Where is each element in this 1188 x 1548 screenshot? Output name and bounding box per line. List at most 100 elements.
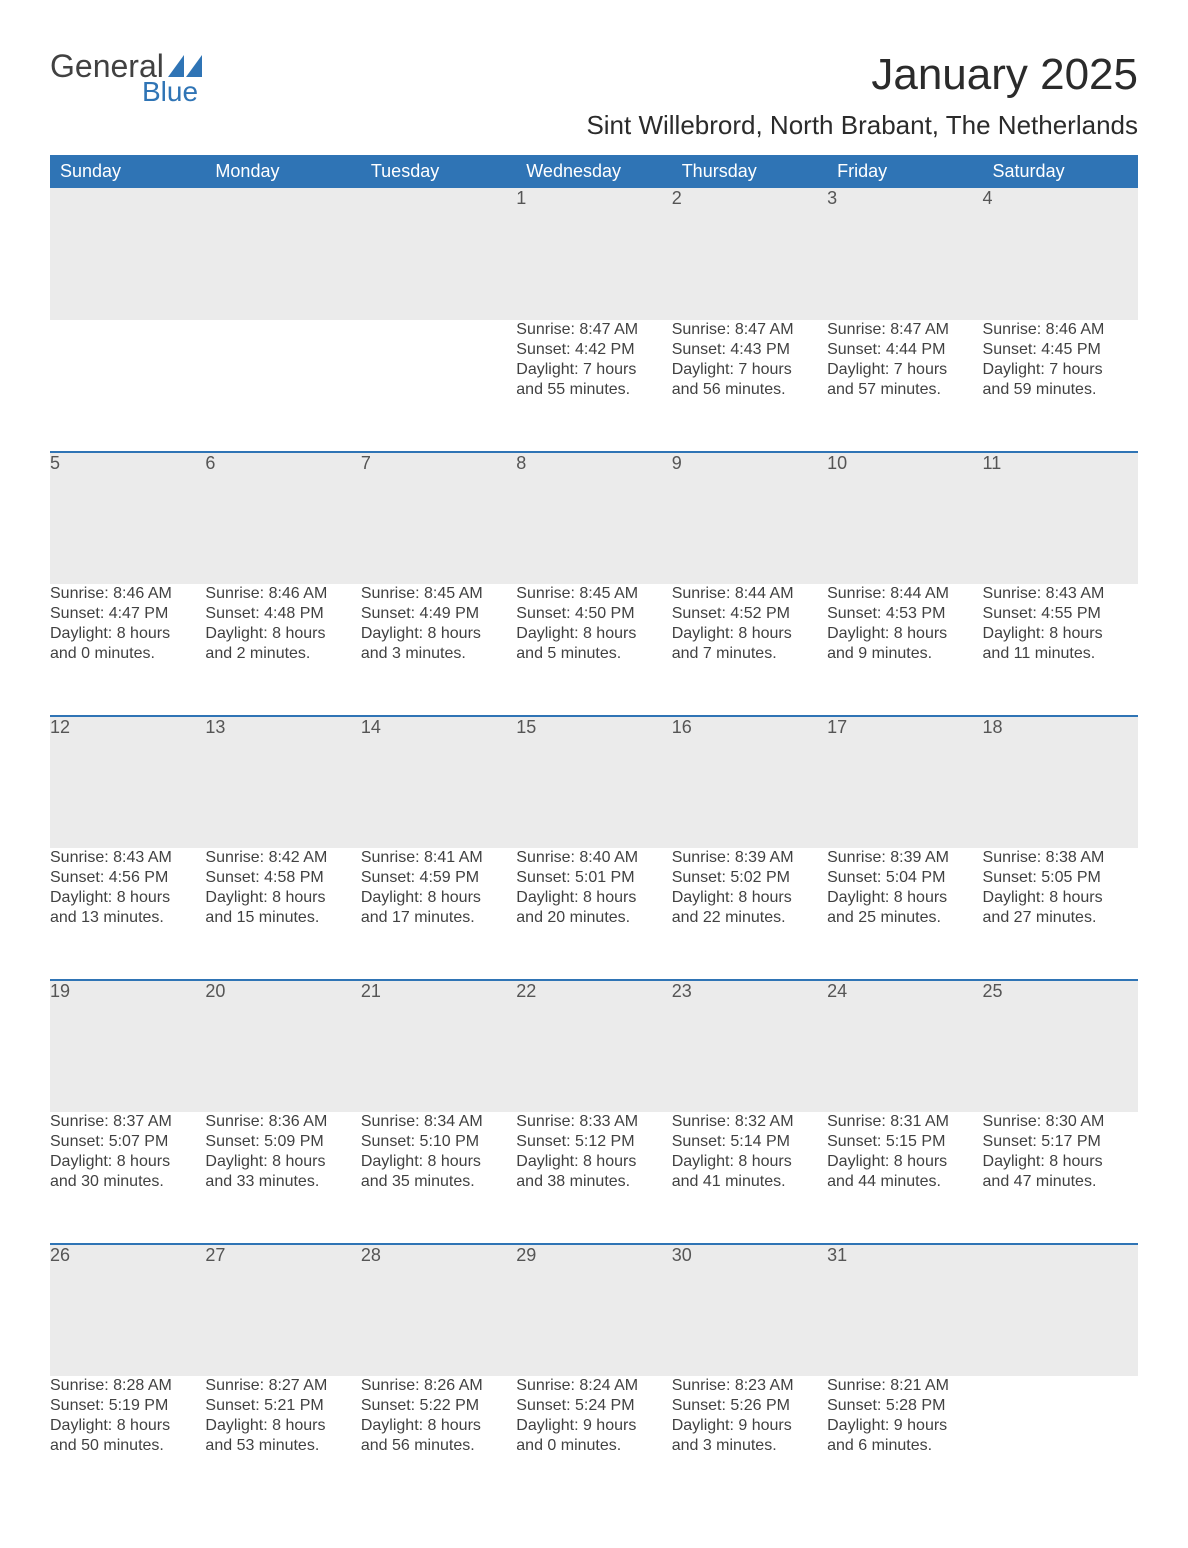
d2-text: and 0 minutes. xyxy=(516,1436,671,1456)
d1-text: Daylight: 8 hours xyxy=(50,624,205,644)
d1-text: Daylight: 8 hours xyxy=(361,888,516,908)
day-content-cell: Sunrise: 8:34 AMSunset: 5:10 PMDaylight:… xyxy=(361,1112,516,1244)
day-content-cell: Sunrise: 8:39 AMSunset: 5:04 PMDaylight:… xyxy=(827,848,982,980)
sunrise-text: Sunrise: 8:46 AM xyxy=(983,320,1138,340)
sunset-text: Sunset: 5:19 PM xyxy=(50,1396,205,1416)
d1-text: Daylight: 8 hours xyxy=(672,624,827,644)
d2-text: and 56 minutes. xyxy=(361,1436,516,1456)
d2-text: and 3 minutes. xyxy=(672,1436,827,1456)
day-number-cell: 1 xyxy=(516,188,671,320)
day-content-cell: Sunrise: 8:45 AMSunset: 4:50 PMDaylight:… xyxy=(516,584,671,716)
day-number-cell: 12 xyxy=(50,716,205,848)
sunset-text: Sunset: 4:49 PM xyxy=(361,604,516,624)
d1-text: Daylight: 9 hours xyxy=(827,1416,982,1436)
day-header: Wednesday xyxy=(516,155,671,188)
day-content-cell: Sunrise: 8:39 AMSunset: 5:02 PMDaylight:… xyxy=(672,848,827,980)
week-content-row: Sunrise: 8:47 AMSunset: 4:42 PMDaylight:… xyxy=(50,320,1138,452)
week-content-row: Sunrise: 8:43 AMSunset: 4:56 PMDaylight:… xyxy=(50,848,1138,980)
sunrise-text: Sunrise: 8:24 AM xyxy=(516,1376,671,1396)
day-header: Saturday xyxy=(983,155,1138,188)
d2-text: and 38 minutes. xyxy=(516,1172,671,1192)
day-number-cell: 18 xyxy=(983,716,1138,848)
sunrise-text: Sunrise: 8:28 AM xyxy=(50,1376,205,1396)
day-number-cell: 3 xyxy=(827,188,982,320)
day-content-cell: Sunrise: 8:47 AMSunset: 4:44 PMDaylight:… xyxy=(827,320,982,452)
sunset-text: Sunset: 4:48 PM xyxy=(205,604,360,624)
day-number-cell: 7 xyxy=(361,452,516,584)
sunset-text: Sunset: 4:44 PM xyxy=(827,340,982,360)
day-number-cell: 16 xyxy=(672,716,827,848)
day-content-cell xyxy=(50,320,205,452)
sunset-text: Sunset: 4:52 PM xyxy=(672,604,827,624)
sunset-text: Sunset: 4:56 PM xyxy=(50,868,205,888)
sunrise-text: Sunrise: 8:31 AM xyxy=(827,1112,982,1132)
day-number-cell: 26 xyxy=(50,1244,205,1376)
sunset-text: Sunset: 5:05 PM xyxy=(983,868,1138,888)
day-number-cell: 20 xyxy=(205,980,360,1112)
calendar-table: Sunday Monday Tuesday Wednesday Thursday… xyxy=(50,155,1138,1508)
sunset-text: Sunset: 4:53 PM xyxy=(827,604,982,624)
day-content-cell: Sunrise: 8:26 AMSunset: 5:22 PMDaylight:… xyxy=(361,1376,516,1508)
sunrise-text: Sunrise: 8:47 AM xyxy=(672,320,827,340)
sunset-text: Sunset: 5:04 PM xyxy=(827,868,982,888)
d1-text: Daylight: 8 hours xyxy=(672,1152,827,1172)
sunrise-text: Sunrise: 8:44 AM xyxy=(672,584,827,604)
sunrise-text: Sunrise: 8:32 AM xyxy=(672,1112,827,1132)
sunset-text: Sunset: 5:21 PM xyxy=(205,1396,360,1416)
day-content-cell: Sunrise: 8:27 AMSunset: 5:21 PMDaylight:… xyxy=(205,1376,360,1508)
day-number-cell: 25 xyxy=(983,980,1138,1112)
sunrise-text: Sunrise: 8:36 AM xyxy=(205,1112,360,1132)
d2-text: and 20 minutes. xyxy=(516,908,671,928)
day-number-cell: 17 xyxy=(827,716,982,848)
week-daynum-row: 12131415161718 xyxy=(50,716,1138,848)
day-number-cell xyxy=(205,188,360,320)
d1-text: Daylight: 8 hours xyxy=(50,1416,205,1436)
week-content-row: Sunrise: 8:37 AMSunset: 5:07 PMDaylight:… xyxy=(50,1112,1138,1244)
d2-text: and 6 minutes. xyxy=(827,1436,982,1456)
brand-word-2: Blue xyxy=(142,78,202,106)
sunrise-text: Sunrise: 8:33 AM xyxy=(516,1112,671,1132)
day-number-cell: 19 xyxy=(50,980,205,1112)
sunset-text: Sunset: 5:14 PM xyxy=(672,1132,827,1152)
d2-text: and 9 minutes. xyxy=(827,644,982,664)
day-content-cell: Sunrise: 8:37 AMSunset: 5:07 PMDaylight:… xyxy=(50,1112,205,1244)
location-subtitle: Sint Willebrord, North Brabant, The Neth… xyxy=(50,110,1138,141)
d1-text: Daylight: 8 hours xyxy=(983,888,1138,908)
day-header: Monday xyxy=(205,155,360,188)
d2-text: and 56 minutes. xyxy=(672,380,827,400)
day-number-cell: 29 xyxy=(516,1244,671,1376)
d1-text: Daylight: 8 hours xyxy=(50,1152,205,1172)
d1-text: Daylight: 8 hours xyxy=(361,1152,516,1172)
d1-text: Daylight: 8 hours xyxy=(205,1152,360,1172)
d1-text: Daylight: 8 hours xyxy=(205,888,360,908)
d2-text: and 0 minutes. xyxy=(50,644,205,664)
day-content-cell: Sunrise: 8:46 AMSunset: 4:47 PMDaylight:… xyxy=(50,584,205,716)
day-number-cell xyxy=(983,1244,1138,1376)
day-content-cell: Sunrise: 8:33 AMSunset: 5:12 PMDaylight:… xyxy=(516,1112,671,1244)
d1-text: Daylight: 8 hours xyxy=(361,1416,516,1436)
d2-text: and 41 minutes. xyxy=(672,1172,827,1192)
day-content-cell: Sunrise: 8:30 AMSunset: 5:17 PMDaylight:… xyxy=(983,1112,1138,1244)
d2-text: and 17 minutes. xyxy=(361,908,516,928)
day-header: Friday xyxy=(827,155,982,188)
d1-text: Daylight: 8 hours xyxy=(361,624,516,644)
d2-text: and 30 minutes. xyxy=(50,1172,205,1192)
day-content-cell: Sunrise: 8:38 AMSunset: 5:05 PMDaylight:… xyxy=(983,848,1138,980)
d1-text: Daylight: 8 hours xyxy=(983,624,1138,644)
sunset-text: Sunset: 4:43 PM xyxy=(672,340,827,360)
sunset-text: Sunset: 4:45 PM xyxy=(983,340,1138,360)
day-number-cell: 21 xyxy=(361,980,516,1112)
day-number-cell: 22 xyxy=(516,980,671,1112)
sunrise-text: Sunrise: 8:41 AM xyxy=(361,848,516,868)
sunset-text: Sunset: 4:58 PM xyxy=(205,868,360,888)
sunrise-text: Sunrise: 8:47 AM xyxy=(516,320,671,340)
d2-text: and 53 minutes. xyxy=(205,1436,360,1456)
sunrise-text: Sunrise: 8:46 AM xyxy=(205,584,360,604)
sunrise-text: Sunrise: 8:27 AM xyxy=(205,1376,360,1396)
d2-text: and 57 minutes. xyxy=(827,380,982,400)
day-content-cell: Sunrise: 8:42 AMSunset: 4:58 PMDaylight:… xyxy=(205,848,360,980)
day-content-cell xyxy=(361,320,516,452)
day-content-cell: Sunrise: 8:43 AMSunset: 4:55 PMDaylight:… xyxy=(983,584,1138,716)
day-number-cell: 4 xyxy=(983,188,1138,320)
week-daynum-row: 19202122232425 xyxy=(50,980,1138,1112)
